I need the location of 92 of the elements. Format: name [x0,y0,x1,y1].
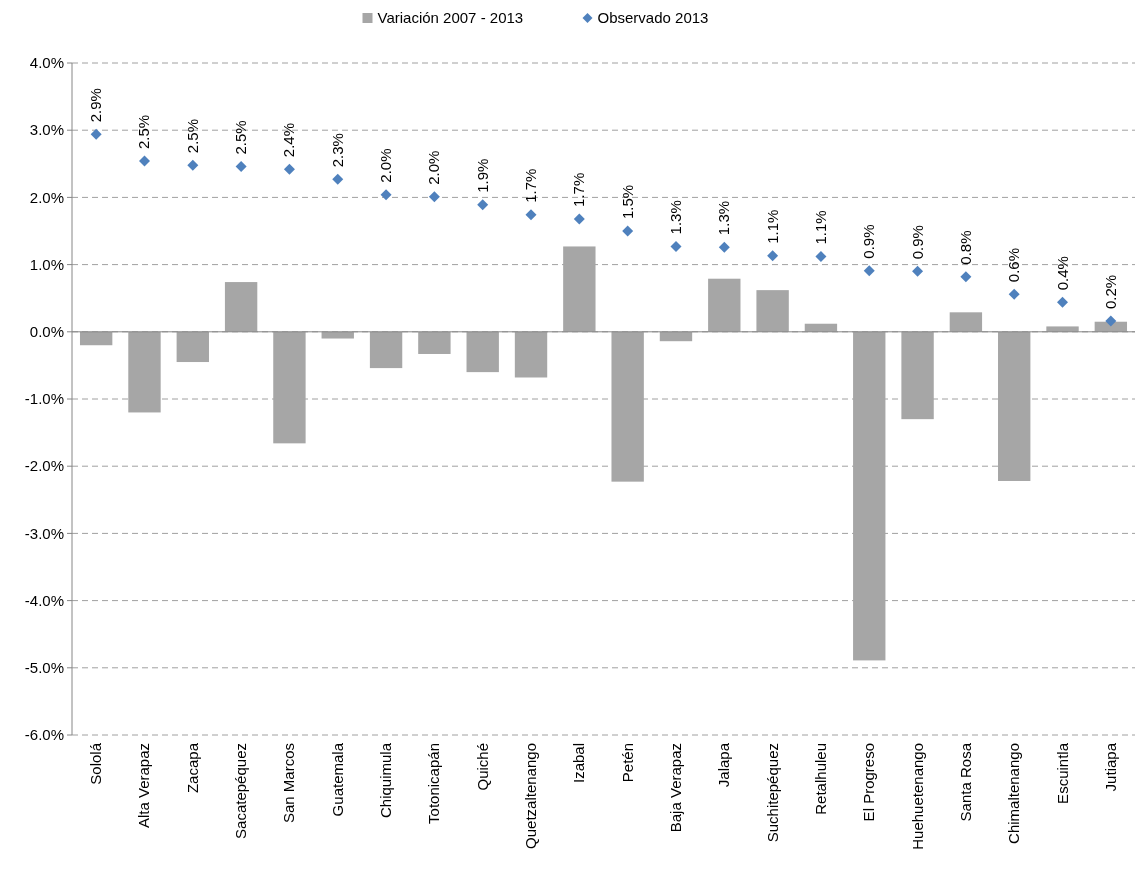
x-tick-label: Suchitepéquez [763,743,781,843]
data-label: 2.4% [280,122,298,158]
y-tick-label: -6.0% [24,726,64,744]
x-tick-label: Zacapa [183,742,201,794]
point [1057,296,1069,308]
x-tick-label: Sololá [87,742,105,785]
point [428,191,440,203]
x-tick-label: El Progreso [860,743,878,822]
y-tick-label: -3.0% [24,524,64,542]
bar [79,331,113,346]
point [380,189,392,201]
data-label: 0.9% [860,224,878,259]
bar [176,331,209,363]
point [670,240,682,252]
data-label: 1.3% [666,200,684,235]
data-label: 1.7% [522,168,540,203]
data-label: 1.5% [618,184,636,219]
x-tick-label: Alta Verapaz [135,743,153,829]
legend-label: Variación 2007 - 2013 [377,9,524,27]
data-label: 1.7% [570,172,588,207]
data-label: 1.9% [473,158,491,193]
x-tick-label: Santa Rosa [956,742,974,822]
point [90,128,102,140]
data-label: 0.9% [908,225,926,260]
y-tick-label: 2.0% [29,188,64,206]
point [622,225,634,237]
point [477,199,489,211]
x-tick-label: Quiché [473,743,491,791]
point [187,159,199,171]
data-label: 2.5% [183,118,201,154]
data-label: 0.6% [1005,247,1023,283]
y-tick-label: -1.0% [24,390,64,408]
point [283,163,295,175]
data-label: 2.5% [135,114,153,150]
y-tick-label: 4.0% [29,54,64,72]
point [1105,315,1117,327]
point [1008,288,1020,300]
point [138,155,150,167]
point [912,265,924,277]
y-tick-label: -2.0% [24,457,64,475]
point [960,271,972,283]
point [815,251,827,263]
bar [224,282,258,332]
x-tick-label: Izabal [570,743,588,784]
x-tick-label: Guatemala [328,742,346,817]
x-tick-label: Escuintla [1053,742,1071,804]
legend-label: Observado 2013 [597,9,709,27]
x-tick-label: Petén [618,743,636,783]
x-tick-label: Totonicapán [425,743,443,824]
point [767,250,779,262]
bar [514,331,548,378]
y-tick-label: 1.0% [29,255,64,273]
x-tick-label: Quetzaltenango [522,743,540,849]
data-label: 1.1% [811,210,829,245]
data-label: 2.5% [232,120,250,155]
data-label: 1.1% [763,209,781,244]
x-tick-label: San Marcos [280,743,298,824]
bar [466,331,499,373]
x-tick-label: Jutiapa [1101,742,1119,792]
data-label: 2.3% [328,133,346,168]
data-label: 0.4% [1053,256,1071,291]
data-label: 2.0% [377,148,395,183]
x-tick-label: Chiquimula [377,742,395,819]
x-tick-label: Sacatepéquez [232,743,250,839]
bar [949,312,983,332]
data-label: 2.9% [87,88,105,123]
x-tick-label: Chimaltenango [1005,743,1023,844]
point [573,213,585,225]
data-label: 1.3% [715,200,733,236]
y-tick-label: 3.0% [29,121,64,139]
bar [708,278,741,332]
bar [369,331,403,369]
y-tick-label: -4.0% [24,591,64,609]
point [332,173,344,185]
x-tick-label: Huehuetenango [908,743,926,850]
data-label: 2.0% [425,150,443,185]
x-tick-label: Retalhuleu [811,743,829,815]
data-label: 0.8% [956,230,974,265]
y-tick-label: 0.0% [29,323,64,341]
bar [321,331,354,339]
bar [659,331,693,342]
x-tick-label: Baja Verapaz [666,743,684,833]
y-tick-label: -5.0% [24,659,64,677]
point [525,209,537,221]
bar [418,331,451,354]
point [235,160,247,172]
data-label: 0.2% [1101,274,1119,310]
bar [1046,326,1079,332]
point [863,265,875,277]
bar [756,290,789,332]
x-tick-label: Jalapa [715,742,733,788]
point [718,241,730,253]
